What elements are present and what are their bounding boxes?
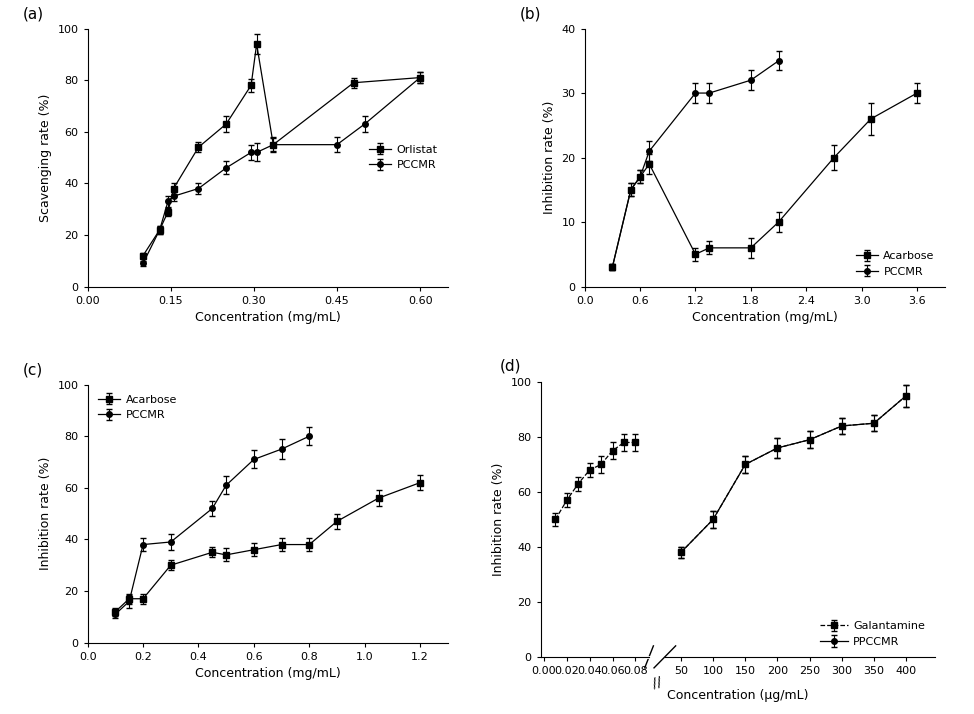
Text: //: // (651, 675, 663, 690)
X-axis label: Concentration (mg/mL): Concentration (mg/mL) (195, 311, 341, 324)
Legend: Galantamine, PPCCMR: Galantamine, PPCCMR (815, 617, 929, 651)
Text: (c): (c) (22, 362, 43, 377)
Text: (a): (a) (22, 6, 44, 21)
Legend: Acarbose, PCCMR: Acarbose, PCCMR (851, 246, 939, 281)
Legend: Orlistat, PCCMR: Orlistat, PCCMR (364, 141, 442, 175)
X-axis label: Concentration (mg/mL): Concentration (mg/mL) (692, 311, 838, 324)
Y-axis label: Scavenging rate (%): Scavenging rate (%) (39, 94, 52, 222)
Legend: Acarbose, PCCMR: Acarbose, PCCMR (94, 390, 181, 425)
X-axis label: Concentration (mg/mL): Concentration (mg/mL) (195, 667, 341, 680)
Y-axis label: Inhibition rate (%): Inhibition rate (%) (492, 463, 505, 576)
Y-axis label: Inhibition rate (%): Inhibition rate (%) (39, 457, 52, 570)
Text: (b): (b) (520, 6, 542, 21)
Text: (d): (d) (500, 359, 521, 374)
Text: Concentration (μg/mL): Concentration (μg/mL) (667, 689, 808, 702)
Y-axis label: Inhibition rate (%): Inhibition rate (%) (543, 101, 556, 214)
